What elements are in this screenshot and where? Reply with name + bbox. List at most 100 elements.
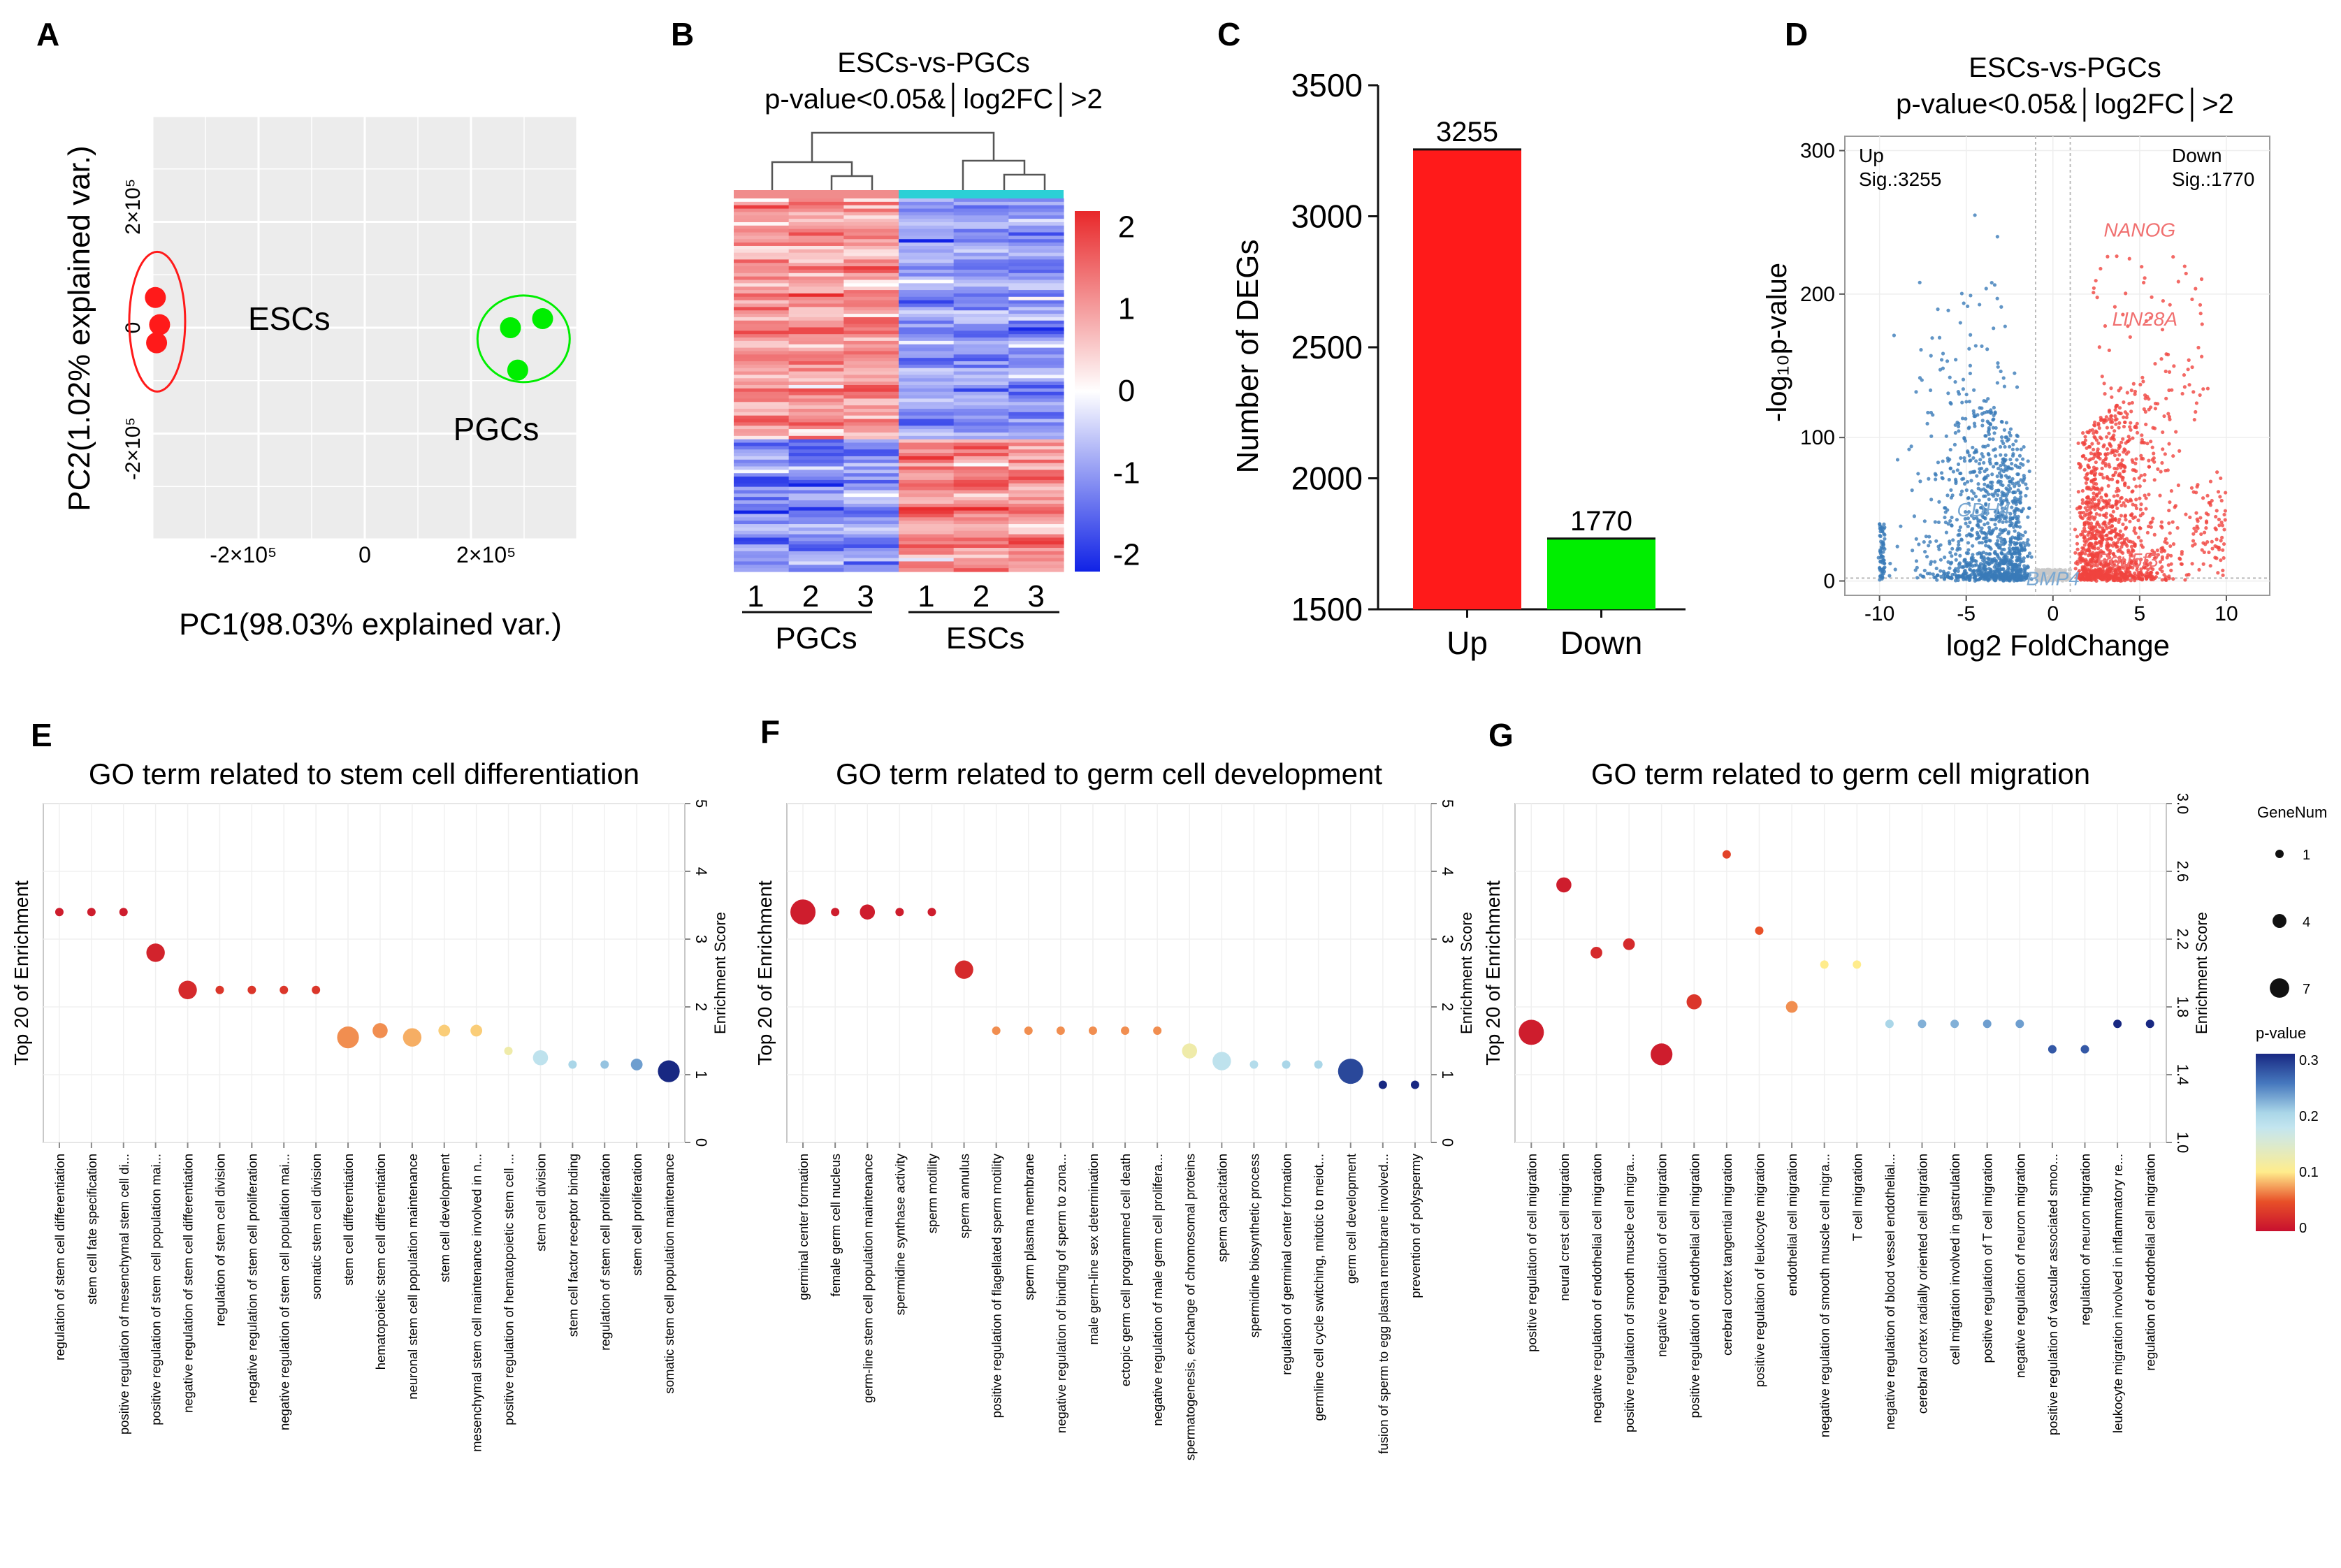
- volcano-point-down: [2006, 577, 2010, 581]
- volcano-point-down: [2003, 559, 2007, 563]
- volcano-point-down: [1960, 416, 1965, 421]
- heatmap-cell: [1008, 561, 1064, 565]
- heatmap-cell: [1008, 395, 1064, 400]
- volcano-x-tick-label: 10: [2215, 602, 2238, 625]
- heatmap-cell: [788, 378, 844, 382]
- go-germ-development-panel-category-label: spermidine synthase activity: [892, 1153, 907, 1315]
- volcano-point-down: [2024, 493, 2028, 498]
- pca-xtick-label: 0: [358, 542, 371, 567]
- go-germ-development-panel-right-axis-label: Enrichment Score: [1458, 912, 1475, 1034]
- heatmap-cell: [788, 205, 844, 210]
- volcano-point-down: [2026, 573, 2030, 578]
- volcano-point-down: [1948, 539, 1952, 544]
- go-germ-migration-panel-category-label: cerebral cortex tangential migration: [1720, 1154, 1734, 1356]
- volcano-point-down: [2022, 477, 2026, 482]
- volcano-point-down: [2026, 537, 2030, 542]
- volcano-point-down: [1966, 502, 1971, 506]
- heatmap-cell: [1008, 368, 1064, 372]
- volcano-point-up: [2176, 483, 2180, 488]
- heatmap-cell: [843, 554, 899, 559]
- heatmap-cell: [953, 558, 1009, 562]
- volcano-point-down: [1881, 541, 1885, 545]
- heatmap-cell: [953, 479, 1009, 484]
- heatmap-cell: [734, 314, 790, 318]
- volcano-point-down: [1971, 456, 1976, 460]
- volcano-point-up: [2117, 421, 2122, 425]
- volcano-point-down: [2001, 509, 2005, 514]
- volcano-point-up: [2159, 357, 2164, 361]
- volcano-point-up: [2106, 543, 2110, 547]
- go-stem-cell-panel-category-label: stem cell factor receptor binding: [565, 1154, 580, 1337]
- heatmap-cell: [788, 303, 844, 307]
- heatmap-cell: [734, 479, 790, 484]
- volcano-point-up: [2179, 562, 2183, 566]
- volcano-point-up: [2094, 576, 2098, 581]
- volcano-point-down: [1881, 546, 1885, 550]
- heatmap-cell: [899, 541, 955, 545]
- heatmap-cell: [843, 456, 899, 460]
- volcano-point-down: [1999, 482, 2003, 486]
- volcano-point-up: [2135, 565, 2140, 569]
- heatmap-cell: [953, 510, 1009, 515]
- heatmap-cell: [843, 473, 899, 477]
- go-stem-cell-panel-dot: [403, 1028, 422, 1047]
- go-germ-development-panel-dot: [927, 908, 936, 917]
- volcano-point-up: [2087, 530, 2091, 535]
- volcano-point-up: [2107, 409, 2112, 414]
- go-germ-migration-panel-dot: [1755, 926, 1764, 935]
- volcano-point-down: [1969, 560, 1974, 564]
- volcano-point-up: [2126, 324, 2130, 328]
- heatmap-cell: [953, 219, 1009, 223]
- volcano-point-down: [1996, 546, 2001, 550]
- go-stem-cell-panel-category-label: mesenchymal stem cell maintenance involv…: [470, 1154, 484, 1452]
- volcano-point-up: [2204, 521, 2209, 525]
- volcano-point-down: [1964, 551, 1969, 555]
- volcano-point-down: [1953, 430, 1957, 435]
- go-stem-cell-panel-y-tick-label: 1: [693, 1070, 710, 1079]
- heatmap-cell: [1008, 324, 1064, 328]
- volcano-point-up: [2160, 328, 2165, 332]
- volcano-point-up: [2093, 507, 2097, 511]
- volcano-point-down: [1999, 463, 2003, 468]
- heatmap-cell: [843, 205, 899, 210]
- volcano-point-up: [2166, 468, 2170, 472]
- volcano-point-down: [1941, 351, 1945, 356]
- heatmap-cell: [788, 524, 844, 528]
- heatmap-cell: [953, 412, 1009, 416]
- heatmap-cell: [899, 521, 955, 525]
- volcano-point-up: [2096, 546, 2101, 551]
- volcano-point-up: [2194, 529, 2198, 533]
- heatmap-cell: [734, 310, 790, 314]
- volcano-point-up: [2095, 572, 2099, 576]
- heatmap-cell: [734, 442, 790, 447]
- volcano-point-down: [2010, 567, 2015, 572]
- volcano-point-down: [1966, 426, 1971, 430]
- volcano-point-up: [2129, 389, 2133, 393]
- heatmap-cell: [843, 340, 899, 345]
- volcano-point-down: [2010, 556, 2014, 560]
- volcano-point-up: [2154, 556, 2158, 560]
- volcano-point-up: [2092, 491, 2096, 495]
- volcano-point-down: [1923, 549, 1927, 554]
- volcano-point-down: [1984, 572, 1988, 576]
- go-germ-development-panel-dot: [1338, 1059, 1363, 1084]
- heatmap-cell: [899, 215, 955, 219]
- heatmap-cell: [899, 517, 955, 521]
- heatmap-cell: [843, 263, 899, 267]
- volcano-point-up: [2180, 549, 2184, 554]
- go-germ-migration-panel-dot: [1820, 960, 1829, 969]
- heatmap-cell: [1008, 235, 1064, 240]
- heatmap-cell: [788, 402, 844, 406]
- heatmap-cell: [788, 215, 844, 219]
- heatmap-cell: [734, 449, 790, 453]
- volcano-point-up: [2138, 382, 2143, 386]
- heatmap-cell: [788, 541, 844, 545]
- volcano-point-down: [1971, 544, 1975, 548]
- volcano-point-up: [2200, 354, 2204, 358]
- volcano-point-up: [2167, 388, 2171, 393]
- volcano-point-up: [2080, 488, 2085, 493]
- volcano-point-up: [2113, 414, 2117, 419]
- volcano-point-up: [2103, 392, 2107, 396]
- volcano-point-down: [2003, 453, 2008, 457]
